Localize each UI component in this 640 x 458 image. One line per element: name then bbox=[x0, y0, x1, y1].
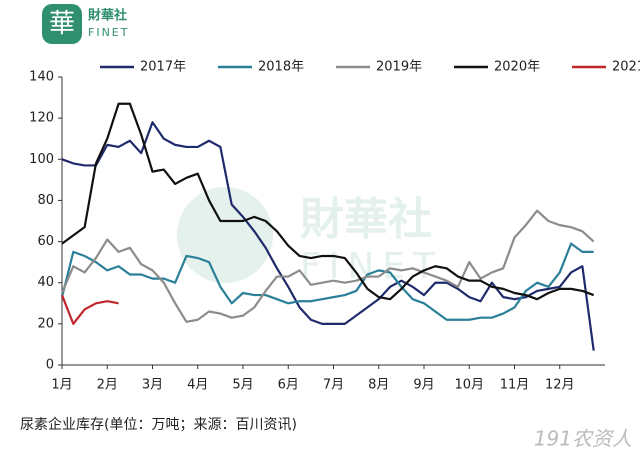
x-tick-label: 9月 bbox=[413, 378, 434, 393]
legend-label: 2017年 bbox=[140, 60, 186, 75]
logo-sub: FINET bbox=[88, 26, 129, 39]
y-tick-label: 140 bbox=[29, 70, 54, 85]
logo: 華 財華社 FINET bbox=[42, 4, 129, 44]
x-tick-label: 12月 bbox=[545, 378, 575, 393]
x-tick-label: 8月 bbox=[368, 378, 389, 393]
legend-label: 2018年 bbox=[258, 60, 304, 75]
y-tick-label: 80 bbox=[37, 193, 54, 208]
y-tick-label: 100 bbox=[29, 152, 54, 167]
y-tick-label: 0 bbox=[46, 358, 54, 373]
x-tick-label: 11月 bbox=[500, 378, 530, 393]
legend-label: 2019年 bbox=[376, 60, 422, 75]
series-line bbox=[60, 209, 595, 323]
x-tick-label: 5月 bbox=[232, 378, 253, 393]
watermark-name: 財華社 bbox=[300, 194, 432, 245]
x-tick-label: 3月 bbox=[142, 378, 163, 393]
watermark: 財華社 FINET bbox=[177, 187, 443, 287]
y-tick-label: 60 bbox=[37, 234, 54, 249]
x-tick-label: 10月 bbox=[454, 378, 484, 393]
logo-badge bbox=[42, 4, 82, 44]
x-tick-label: 4月 bbox=[187, 378, 208, 393]
x-tick-label: 7月 bbox=[323, 378, 344, 393]
legend-label: 2021年 bbox=[612, 60, 640, 75]
logo-name: 財華社 bbox=[87, 8, 127, 24]
series-line bbox=[60, 294, 119, 325]
series-line bbox=[60, 242, 594, 321]
legend-label: 2020年 bbox=[494, 60, 540, 75]
corner-watermark: 191农资人 bbox=[534, 427, 632, 451]
logo-mark: 華 bbox=[49, 9, 75, 39]
y-tick-label: 20 bbox=[37, 316, 54, 331]
y-tick-label: 40 bbox=[37, 275, 54, 290]
watermark-sub: FINET bbox=[300, 246, 443, 287]
x-tick-label: 1月 bbox=[51, 378, 72, 393]
watermark-badge bbox=[177, 187, 273, 283]
x-tick-label: 6月 bbox=[278, 378, 299, 393]
series-line bbox=[61, 102, 595, 301]
x-tick-label: 2月 bbox=[97, 378, 118, 393]
y-tick-label: 120 bbox=[29, 111, 54, 126]
series-line bbox=[61, 121, 595, 351]
caption: 尿素企业库存(单位：万吨；来源：百川资讯) bbox=[20, 416, 297, 433]
